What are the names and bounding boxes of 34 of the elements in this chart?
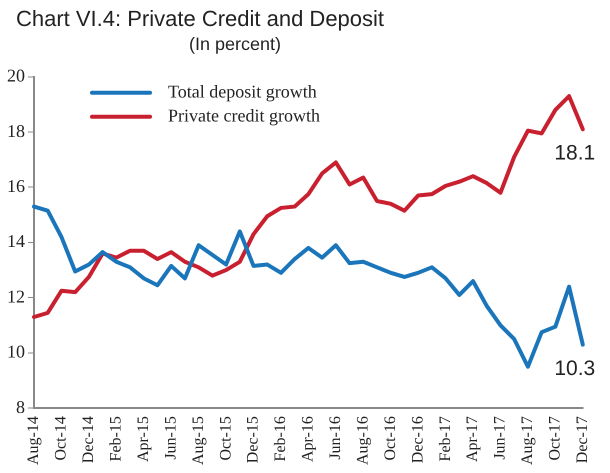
x-tick-label: Jun-16 [327,416,344,460]
x-tick-label: Apr-15 [134,416,152,462]
x-tick-label: Aug-16 [354,416,372,466]
x-tick-label: Feb-16 [272,416,290,462]
x-tick-label: Oct-16 [382,416,399,461]
x-tick-label: Jun-15 [162,416,180,460]
x-tick-label: Aug-14 [25,416,42,466]
legend-label: Private credit growth [168,106,320,126]
y-tick-label: 12 [7,286,25,306]
x-tick-label: Apr-17 [464,416,482,462]
data-label: 18.1 [554,142,596,165]
y-tick-label: 14 [7,231,25,252]
x-tick-label: Jun-17 [492,416,509,460]
x-tick-label: Oct-17 [546,416,564,461]
legend-label: Total deposit growth [168,82,317,102]
y-tick-label: 10 [7,342,25,362]
data-label: 10.3 [554,356,596,380]
y-tick-label: 20 [7,66,25,86]
chart-subtitle: (In percent) [188,34,282,55]
x-tick-label: Dec-15 [244,416,262,464]
x-tick-label: Dec-17 [574,416,592,464]
x-tick-label: Feb-17 [436,416,454,462]
x-tick-label: Oct-14 [52,416,70,461]
x-tick-label: Dec-16 [409,416,426,464]
y-tick-label: 8 [16,396,25,417]
x-tick-label: Aug-15 [190,416,207,466]
y-tick-label: 18 [7,120,25,141]
y-tick-label: 16 [7,176,25,196]
x-tick-label: Dec-14 [80,416,98,464]
x-tick-label: Apr-16 [300,416,317,462]
x-tick-label: Aug-17 [519,416,536,466]
x-tick-label: Feb-15 [108,416,125,462]
chart-title: Chart VI.4: Private Credit and Deposit [14,6,386,32]
x-tick-label: Oct-15 [217,416,234,461]
